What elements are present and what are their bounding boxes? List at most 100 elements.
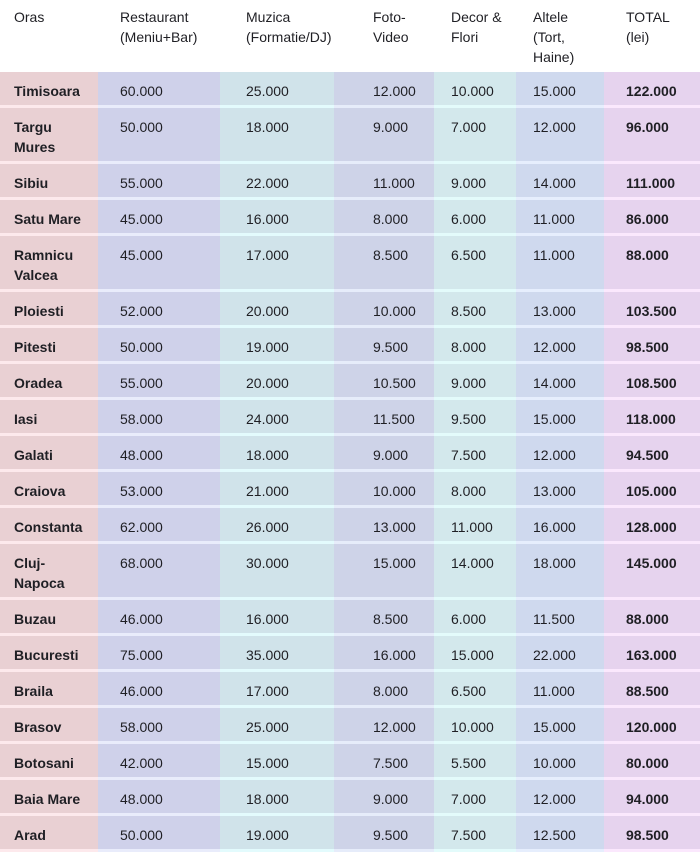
cell-city: Arad — [0, 814, 98, 852]
cell-decor-flowers: 5.500 — [434, 742, 516, 780]
cell-photo-video: 15.000 — [334, 542, 434, 600]
cell-decor-flowers: 7.000 — [434, 778, 516, 816]
cell-restaurant: 68.000 — [98, 542, 220, 600]
cell-photo-video: 12.000 — [334, 706, 434, 744]
cell-music: 24.000 — [220, 398, 334, 436]
cell-total: 108.500 — [604, 362, 700, 400]
header-line: (Meniu+Bar) — [120, 29, 198, 45]
city-name-line: Constanta — [14, 519, 83, 535]
table-row: Sibiu 55.000 22.000 11.000 9.000 14.000 111.00… — [0, 162, 700, 200]
cell-restaurant: 46.000 — [98, 598, 220, 636]
table-row: Timisoara 60.000 25.000 12.000 10.000 15.000 1… — [0, 72, 700, 108]
cell-total: 94.000 — [604, 778, 700, 816]
cell-photo-video: 13.000 — [334, 506, 434, 544]
city-name-line: Valcea — [14, 267, 58, 283]
cell-photo-video: 8.000 — [334, 198, 434, 236]
cell-other: 11.500 — [516, 598, 604, 636]
cell-music: 18.000 — [220, 106, 334, 164]
cell-music: 18.000 — [220, 434, 334, 472]
cell-total: 98.500 — [604, 814, 700, 852]
cell-restaurant: 62.000 — [98, 506, 220, 544]
column-header-photo-video: Foto- Video — [334, 0, 434, 72]
cell-total: 88.000 — [604, 234, 700, 292]
cell-music: 22.000 — [220, 162, 334, 200]
header-line: Video — [373, 29, 409, 45]
cell-photo-video: 10.000 — [334, 290, 434, 328]
cell-other: 12.000 — [516, 434, 604, 472]
cell-city: Ploiesti — [0, 290, 98, 328]
cell-music: 20.000 — [220, 290, 334, 328]
table-row: Iasi 58.000 24.000 11.500 9.500 15.000 118.000 — [0, 398, 700, 436]
cell-total: 118.000 — [604, 398, 700, 436]
cell-total: 94.500 — [604, 434, 700, 472]
city-name-line: Botosani — [14, 755, 74, 771]
cell-photo-video: 9.500 — [334, 814, 434, 852]
city-name-line: Targu — [14, 119, 52, 135]
table-row: Baia Mare 48.000 18.000 9.000 7.000 12.000 94.… — [0, 778, 700, 816]
cell-total: 128.000 — [604, 506, 700, 544]
city-name-line: Sibiu — [14, 175, 49, 191]
cell-music: 20.000 — [220, 362, 334, 400]
header-line: (Tort, — [533, 29, 565, 45]
cell-other: 15.000 — [516, 398, 604, 436]
cell-music: 17.000 — [220, 670, 334, 708]
city-name-line: Cluj- — [14, 555, 46, 571]
table-row: Brasov 58.000 25.000 12.000 10.000 15.000 120.… — [0, 706, 700, 744]
cell-decor-flowers: 7.500 — [434, 434, 516, 472]
cell-photo-video: 9.000 — [334, 778, 434, 816]
cell-city: Pitesti — [0, 326, 98, 364]
cell-decor-flowers: 11.000 — [434, 506, 516, 544]
header-line: Restaurant — [120, 9, 189, 25]
column-header-other: Altele (Tort, Haine) — [516, 0, 604, 72]
cell-total: 105.000 — [604, 470, 700, 508]
cell-city: Buzau — [0, 598, 98, 636]
cell-decor-flowers: 9.000 — [434, 162, 516, 200]
column-header-total: TOTAL (lei) — [604, 0, 700, 72]
cell-city: Constanta — [0, 506, 98, 544]
cell-city: Bucuresti — [0, 634, 98, 672]
cell-music: 35.000 — [220, 634, 334, 672]
header-line: (Formatie/DJ) — [246, 29, 332, 45]
cell-music: 15.000 — [220, 742, 334, 780]
cell-total: 88.000 — [604, 598, 700, 636]
city-name-line: Baia Mare — [14, 791, 81, 807]
table-row: Braila 46.000 17.000 8.000 6.500 11.000 88.500 — [0, 670, 700, 708]
cell-photo-video: 16.000 — [334, 634, 434, 672]
cell-decor-flowers: 8.000 — [434, 470, 516, 508]
cell-other: 15.000 — [516, 706, 604, 744]
cell-total: 120.000 — [604, 706, 700, 744]
cell-city: Targu Mures — [0, 106, 98, 164]
table-row: Ploiesti 52.000 20.000 10.000 8.500 13.000 103… — [0, 290, 700, 328]
cell-city: Iasi — [0, 398, 98, 436]
header-row: Oras Restaurant (Meniu+Bar) Muzica (Formatie… — [0, 0, 700, 72]
table-row: Constanta 62.000 26.000 13.000 11.000 16.000 1… — [0, 506, 700, 544]
cell-other: 11.000 — [516, 234, 604, 292]
cell-decor-flowers: 6.000 — [434, 598, 516, 636]
table-row: Targu Mures 50.000 18.000 9.000 7.000 12.000 96… — [0, 106, 700, 164]
cell-total: 96.000 — [604, 106, 700, 164]
cell-other: 10.000 — [516, 742, 604, 780]
cell-music: 25.000 — [220, 706, 334, 744]
cell-other: 14.000 — [516, 162, 604, 200]
table-row: Oradea 55.000 20.000 10.500 9.000 14.000 108.5… — [0, 362, 700, 400]
cell-music: 16.000 — [220, 198, 334, 236]
column-header-music: Muzica (Formatie/DJ) — [220, 0, 334, 72]
cell-total: 122.000 — [604, 72, 700, 108]
header-line: Haine) — [533, 49, 575, 65]
table-row: Cluj- Napoca 68.000 30.000 15.000 14.000 18.00… — [0, 542, 700, 600]
cell-photo-video: 11.000 — [334, 162, 434, 200]
cell-decor-flowers: 15.000 — [434, 634, 516, 672]
cell-total: 103.500 — [604, 290, 700, 328]
column-header-restaurant: Restaurant (Meniu+Bar) — [98, 0, 220, 72]
city-name-line: Bucuresti — [14, 647, 79, 663]
table-row: Ramnicu Valcea 45.000 17.000 8.500 6.500 11.00… — [0, 234, 700, 292]
cell-photo-video: 10.000 — [334, 470, 434, 508]
cell-city: Braila — [0, 670, 98, 708]
city-name-line: Satu Mare — [14, 211, 81, 227]
cell-restaurant: 50.000 — [98, 814, 220, 852]
cell-restaurant: 45.000 — [98, 234, 220, 292]
cell-photo-video: 8.500 — [334, 598, 434, 636]
cell-photo-video: 10.500 — [334, 362, 434, 400]
cell-total: 98.500 — [604, 326, 700, 364]
